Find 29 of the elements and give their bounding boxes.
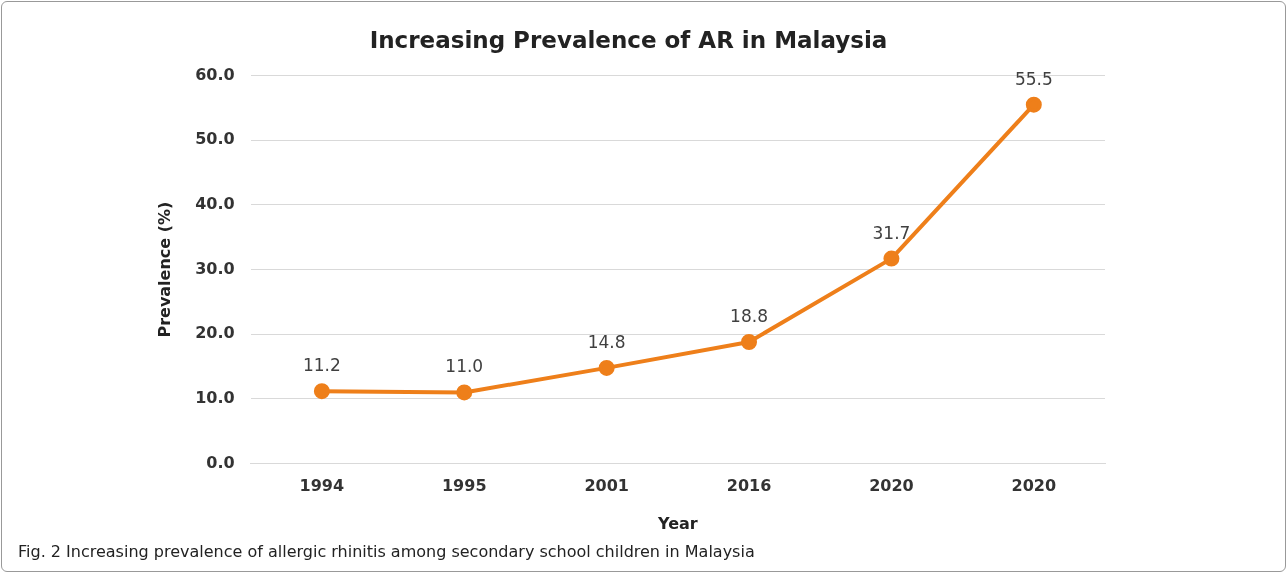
x-axis-title: Year [657,513,698,533]
x-tick-label: 1995 [441,476,487,496]
point [598,359,615,376]
point [456,384,473,401]
point [883,250,900,267]
point [741,334,758,351]
data-label: 55.5 [1014,68,1053,89]
point [1025,96,1042,113]
y-tick-label: 0.0 [206,452,235,472]
y-tick-label: 60.0 [195,64,235,84]
y-tick-label: 20.0 [195,323,235,343]
y-tick-label: 40.0 [195,194,235,214]
y-tick-label: 10.0 [195,388,235,408]
data-label: 11.0 [445,356,484,377]
y-tick-label: 30.0 [195,258,235,278]
x-tick-label: 2001 [584,476,629,496]
chart-title: Increasing Prevalence of AR in Malaysia [369,26,888,53]
data-label: 31.7 [872,222,911,243]
data-label: 11.2 [302,355,341,376]
y-tick-label: 50.0 [195,129,235,149]
x-tick-label: 2020 [869,476,914,496]
x-tick-label: 2016 [726,476,772,496]
data-label: 14.8 [587,331,626,352]
point [313,383,330,400]
data-label: 18.8 [730,305,768,326]
y-axis-title: Prevalence (%) [154,201,174,338]
caption: Fig. 2 Increasing prevalence of allergic rhinitis among secondary school children in Malaysia [18,542,755,561]
x-tick-label: 1994 [299,476,345,496]
x-tick-label: 2020 [1011,476,1057,496]
